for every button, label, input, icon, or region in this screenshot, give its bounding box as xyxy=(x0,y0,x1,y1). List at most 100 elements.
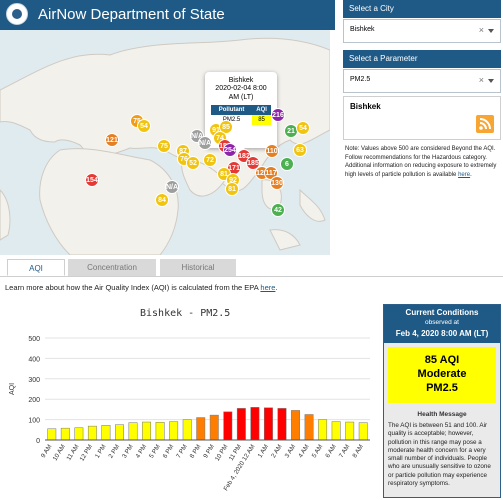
note-link[interactable]: here xyxy=(458,171,471,178)
y-tick-label: 300 xyxy=(28,377,40,384)
chart-bar xyxy=(345,421,355,441)
station-marker[interactable]: 121 xyxy=(105,133,119,147)
station-marker[interactable]: N/A xyxy=(198,136,212,150)
health-message-text: The AQI is between 51 and 100. Air quali… xyxy=(388,422,491,488)
y-tick-label: 100 xyxy=(28,418,40,425)
x-tick-label: 1 PM xyxy=(94,443,108,459)
city-select-header: Select a City xyxy=(343,0,501,18)
station-marker[interactable]: 185 xyxy=(246,156,260,170)
y-tick-label: 400 xyxy=(28,356,40,363)
x-tick-label: 8 PM xyxy=(189,443,203,459)
chart-bar xyxy=(304,414,314,441)
y-tick-label: 200 xyxy=(28,397,40,404)
current-conditions-panel: Current Conditions observed at Feb 4, 20… xyxy=(383,304,501,498)
station-marker[interactable]: 254 xyxy=(223,143,237,157)
x-tick-label: 8 AM xyxy=(351,443,365,459)
current-conditions-title: Current Conditions xyxy=(405,308,479,317)
chart-bar xyxy=(277,408,287,441)
learn-more-text: Learn more about how the Air Quality Ind… xyxy=(5,283,278,292)
chart-bar xyxy=(223,411,233,441)
x-tick-label: 10 AM xyxy=(52,443,67,462)
learn-end: . xyxy=(275,283,278,292)
x-tick-label: 6 AM xyxy=(324,443,338,459)
x-tick-label: 12 PM xyxy=(79,443,95,462)
aqi-pollutant: PM2.5 xyxy=(426,382,458,394)
x-tick-label: 2 PM xyxy=(107,443,121,459)
note-text: Note: Values above 500 are considered Be… xyxy=(345,146,497,178)
chart-bar xyxy=(101,425,111,441)
popup-time-line2: AM (LT) xyxy=(228,94,254,101)
rss-feed-icon[interactable] xyxy=(476,115,494,133)
popup-city: Bishkek xyxy=(228,77,254,84)
chart-bar xyxy=(87,425,97,441)
observed-time: Feb 4, 2020 8:00 AM (LT) xyxy=(395,329,489,338)
city-info-box: Bishkek xyxy=(343,96,501,140)
aqi-status-box: 85 AQI Moderate PM2.5 xyxy=(388,347,496,403)
chart-title: Bishkek - PM2.5 xyxy=(140,308,231,319)
station-marker[interactable]: 6 xyxy=(280,157,294,171)
x-tick-label: 5 AM xyxy=(311,443,325,459)
chart-bar xyxy=(182,419,192,441)
chart-bar xyxy=(60,427,70,441)
chart-bar xyxy=(155,422,165,441)
station-marker[interactable]: 81 xyxy=(225,182,239,196)
station-marker[interactable]: N/A xyxy=(165,180,179,194)
x-tick-label: 10 PM xyxy=(214,443,230,462)
chart-bar xyxy=(115,424,124,441)
aqi-category: Moderate xyxy=(417,368,467,380)
parameter-select[interactable]: PM2.5 × xyxy=(343,69,501,93)
city-select[interactable]: Bishkek × xyxy=(343,19,501,43)
station-marker[interactable]: 72 xyxy=(203,153,217,167)
y-tick-label: 0 xyxy=(36,438,40,445)
station-marker[interactable]: 63 xyxy=(293,143,307,157)
station-marker[interactable]: 75 xyxy=(157,139,171,153)
world-map[interactable]: Bishkek 2020-02-04 8:00 AM (LT) Pollutan… xyxy=(0,30,330,255)
chart-bar xyxy=(142,421,152,441)
station-marker[interactable]: 154 xyxy=(85,173,99,187)
popup-time-line1: 2020-02-04 8:00 xyxy=(215,85,267,92)
popup-table: Pollutant AQI PM2.5 85 xyxy=(211,105,271,125)
station-marker[interactable]: 110 xyxy=(265,144,279,158)
health-message-title: Health Message xyxy=(417,411,467,418)
chart-bar xyxy=(209,414,219,441)
clear-city-icon[interactable]: × xyxy=(478,25,484,35)
station-marker[interactable]: 52 xyxy=(186,156,200,170)
popup-col-pollutant: Pollutant xyxy=(211,105,253,115)
tab-aqi[interactable]: AQI xyxy=(7,259,65,276)
station-marker[interactable]: 130 xyxy=(270,176,284,190)
chart-bar xyxy=(331,421,341,441)
y-tick-label: 500 xyxy=(28,336,40,343)
chart-bar xyxy=(291,410,300,441)
station-marker[interactable]: 54 xyxy=(137,119,151,133)
chart-bar xyxy=(358,422,368,441)
epa-link[interactable]: here xyxy=(260,283,276,292)
city-select-value: Bishkek xyxy=(350,26,375,33)
tab-bar: AQI Concentration Historical xyxy=(0,259,503,277)
app-title: AirNow Department of State xyxy=(38,6,225,23)
tab-historical[interactable]: Historical xyxy=(160,259,236,276)
popup-col-aqi: AQI xyxy=(252,105,271,115)
chart-bar xyxy=(263,407,273,441)
tab-concentration[interactable]: Concentration xyxy=(68,259,156,276)
clear-parameter-icon[interactable]: × xyxy=(478,75,484,85)
chart-bar xyxy=(128,422,138,441)
chart-bar xyxy=(169,421,179,441)
x-tick-label: 4 AM xyxy=(297,443,311,459)
station-marker[interactable]: 84 xyxy=(155,193,169,207)
station-marker[interactable]: 216 xyxy=(271,108,285,122)
app-header: AirNow Department of State xyxy=(0,0,335,30)
parameter-select-header: Select a Parameter xyxy=(343,50,501,68)
chart-bar xyxy=(74,427,84,441)
x-tick-label: 7 PM xyxy=(175,443,189,459)
x-tick-label: 4 PM xyxy=(135,443,149,459)
chart-bar xyxy=(236,408,246,441)
aqi-note: Note: Values above 500 are considered Be… xyxy=(345,146,497,178)
station-marker[interactable]: 54 xyxy=(296,121,310,135)
current-conditions-header: Current Conditions observed at Feb 4, 20… xyxy=(384,305,500,343)
chevron-down-icon xyxy=(488,79,494,83)
x-tick-label: 3 AM xyxy=(284,443,298,459)
state-department-seal-icon xyxy=(6,3,28,25)
station-marker[interactable]: 42 xyxy=(271,203,285,217)
x-tick-label: 9 AM xyxy=(40,443,54,459)
